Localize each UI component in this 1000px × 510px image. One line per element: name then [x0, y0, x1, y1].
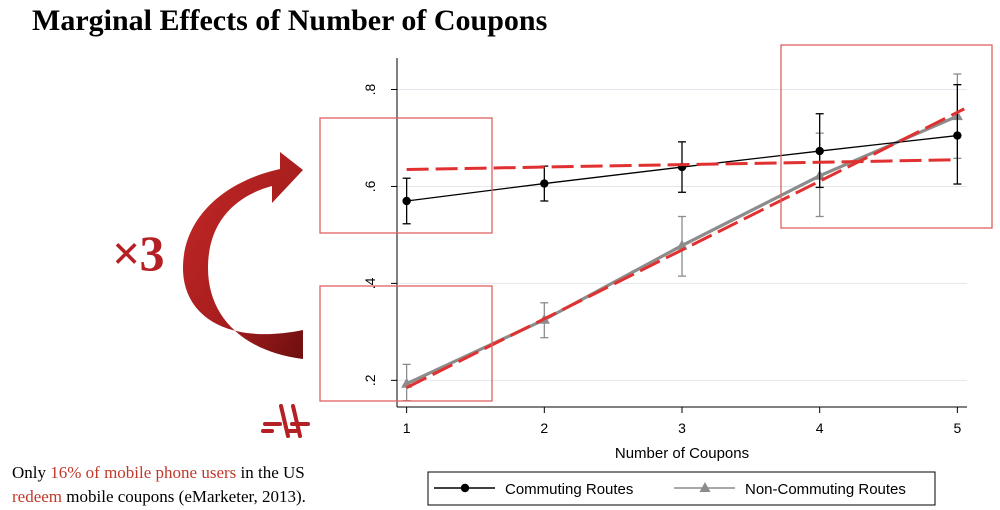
legend-noncommuting-marker [699, 482, 711, 492]
data-point-commuting [540, 179, 549, 188]
slide-title: Marginal Effects of Number of Coupons [32, 4, 548, 37]
footnote-highlight-1: 16% of mobile phone users [50, 463, 237, 482]
x-tick-label: 4 [816, 420, 824, 436]
highlight-box-noncommuting-start [319, 285, 493, 402]
y-tick-label: .4 [362, 277, 378, 289]
x-tick-label: 2 [540, 420, 548, 436]
x-tick-label: 3 [678, 420, 686, 436]
footnote-part1: Only [12, 463, 51, 482]
data-point-commuting [953, 131, 962, 140]
highlight-box-end [780, 44, 993, 229]
axes-layer: .2 .4 .6 .8 1 2 3 4 5 [362, 58, 967, 436]
fit-line-commuting [406, 158, 958, 171]
legend-commuting-label: Commuting Routes [505, 481, 633, 498]
footnote-part2: in the US [236, 463, 305, 482]
x-axis-label: Number of Coupons [615, 445, 749, 462]
highlight-boxes [319, 44, 993, 402]
data-point-commuting [402, 196, 411, 206]
x-tick-label: 5 [953, 420, 961, 436]
data-point-commuting [815, 146, 824, 156]
legend-noncommuting-label: Non-Commuting Routes [745, 481, 906, 498]
series-layer [401, 73, 963, 402]
multiplier-label: ×3 [112, 225, 164, 281]
footnote: Only 16% of mobile phone users in the US… [12, 461, 392, 509]
fit-line-non-commuting [405, 107, 965, 389]
footnote-part3: mobile coupons (eMarketer, 2013). [62, 487, 306, 506]
chart-legend: Commuting Routes Non-Commuting Routes [427, 471, 936, 506]
footnote-highlight-2: redeem [12, 487, 63, 506]
y-tick-label: .6 [362, 180, 378, 192]
y-tick-label: .2 [362, 374, 378, 386]
legend-commuting-marker [460, 483, 470, 493]
highlight-box-commuting-start [319, 117, 493, 234]
y-tick-label: .8 [362, 83, 378, 95]
x-tick-label: 1 [403, 420, 411, 436]
fit-layer [405, 107, 965, 389]
